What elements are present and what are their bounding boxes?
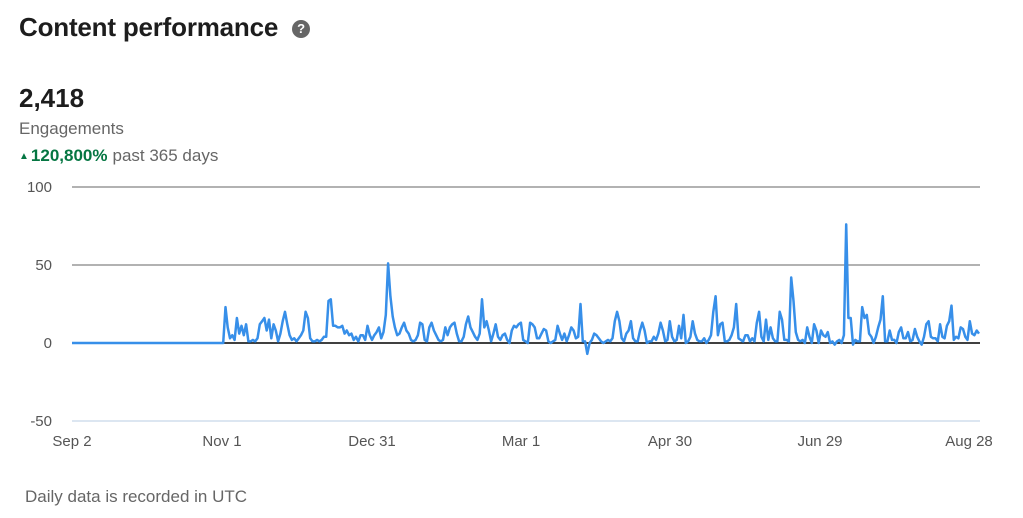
x-tick-label: Jun 29 — [797, 433, 842, 450]
change-indicator: ▲ 120,800% past 365 days — [19, 146, 218, 166]
y-tick-label: -50 — [30, 413, 52, 430]
x-tick-label: Aug 28 — [945, 433, 993, 450]
x-tick-label: Nov 1 — [202, 433, 241, 450]
engagements-series-line — [72, 223, 981, 356]
question-circle-icon[interactable]: ? — [292, 19, 311, 38]
change-period: past 365 days — [112, 146, 219, 165]
x-tick-label: Apr 30 — [648, 433, 692, 450]
engagements-value: 2,418 — [19, 83, 85, 113]
x-tick-label: Dec 31 — [348, 433, 396, 450]
x-tick-label: Mar 1 — [502, 433, 540, 450]
utc-footnote: Daily data is recorded in UTC — [25, 487, 248, 506]
y-axis-ticks: 100 50 0 -50 — [27, 179, 52, 430]
page-title: Content performance — [19, 12, 279, 42]
engagements-line-chart[interactable]: 100 50 0 -50 Sep 2 Nov 1 Dec 31 Mar 1 Apr 30 Jun… — [0, 170, 1023, 460]
x-tick-label: Sep 2 — [52, 433, 91, 450]
y-tick-label: 0 — [44, 335, 52, 352]
y-tick-label: 50 — [35, 257, 52, 274]
title-row: Content performance ? — [19, 12, 311, 43]
engagements-label: Engagements — [19, 119, 124, 138]
change-percentage: 120,800% — [30, 146, 108, 165]
x-axis-ticks: Sep 2 Nov 1 Dec 31 Mar 1 Apr 30 Jun 29 Aug 28 — [52, 433, 992, 450]
triangle-up-icon: ▲ — [19, 150, 29, 162]
y-tick-label: 100 — [27, 179, 52, 196]
